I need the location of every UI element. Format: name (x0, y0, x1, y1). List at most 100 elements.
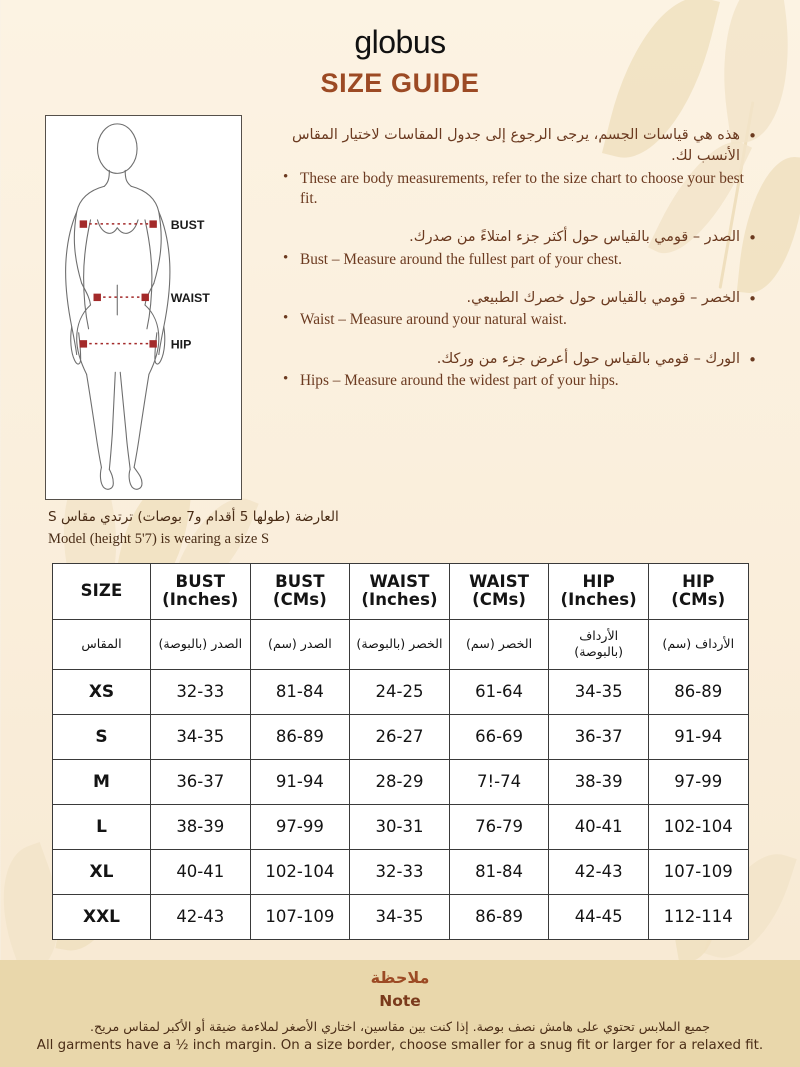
page-title: SIZE GUIDE (320, 68, 480, 98)
cell-size: S (52, 713, 151, 760)
cell-hip-cms: 102-104 (647, 803, 749, 850)
cell-waist-cms: 7!-74 (448, 758, 550, 805)
cell-hip-cms: 91-94 (647, 713, 749, 760)
instruction-arabic: هذه هي قياسات الجسم، يرجى الرجوع إلى جدو… (280, 125, 760, 168)
column-header-size-ar: المقاس (52, 619, 151, 670)
cell-size: XL (52, 848, 151, 895)
cell-waist-inches: 32-33 (349, 848, 450, 895)
intro-section: BUST WAIST HIP هذه هي قياسات الجسم، يرجى… (0, 97, 800, 500)
instruction-arabic: الورك – قومي بالقياس حول أعرض جزء من ورك… (280, 349, 760, 372)
cell-size: XXL (52, 893, 151, 940)
table-header-row-arabic: المقاس الصدر (بالبوصة) الصدر (سم) الخصر … (52, 619, 749, 670)
header-line-2: (CMs) (472, 590, 527, 610)
table-row: S 34-35 86-89 26-27 66-69 36-37 91-94 (52, 713, 749, 760)
column-header-bust-cms-ar: الصدر (سم) (249, 619, 351, 670)
table-row: XS 32-33 81-84 24-25 61-64 34-35 86-89 (52, 668, 749, 715)
hip-measure-line (79, 340, 157, 348)
table-header-row-english: SIZE BUST (Inches) BUST (CMs) WAIST (Inc… (52, 563, 749, 621)
bust-measure-line (79, 220, 157, 228)
cell-hip-inches: 44-45 (548, 893, 649, 940)
female-body-outline-icon: BUST WAIST HIP (65, 123, 210, 490)
header-line-2: (Inches) (162, 590, 239, 610)
cell-bust-inches: 38-39 (150, 803, 251, 850)
brand-logo: globus (354, 24, 446, 60)
cell-waist-inches: 30-31 (349, 803, 450, 850)
header-line-1: WAIST (469, 572, 530, 592)
instruction-english: These are body measurements, refer to th… (280, 168, 760, 210)
table-row: XL 40-41 102-104 32-33 81-84 42-43 107-1… (52, 848, 749, 895)
column-header-waist-cms-ar: الخصر (سم) (448, 619, 550, 670)
header-line-2: (Inches) (361, 590, 438, 610)
note-section: ملاحظة Note جميع الملابس تحتوي على هامش … (0, 960, 800, 1067)
figure-label-bust: BUST (171, 218, 205, 232)
instruction-english: Waist – Measure around your natural wais… (280, 309, 760, 330)
cell-size: L (52, 803, 151, 850)
column-header-waist-inches: WAIST (Inches) (349, 563, 450, 621)
size-table-container: SIZE BUST (Inches) BUST (CMs) WAIST (Inc… (0, 549, 800, 940)
cell-bust-cms: 81-84 (249, 668, 351, 715)
measurement-instructions-list: هذه هي قياسات الجسم، يرجى الرجوع إلى جدو… (280, 115, 760, 392)
cell-size: XS (52, 668, 151, 715)
cell-size: M (52, 758, 151, 805)
table-row: M 36-37 91-94 28-29 7!-74 38-39 97-99 (52, 758, 749, 805)
cell-hip-cms: 97-99 (647, 758, 749, 805)
cell-bust-inches: 34-35 (150, 713, 251, 760)
note-title-arabic: ملاحظة (370, 968, 430, 987)
instruction-english: Hips – Measure around the widest part of… (280, 370, 760, 391)
note-title-english: Note (379, 991, 421, 1010)
instruction-group: الورك – قومي بالقياس حول أعرض جزء من ورك… (280, 349, 760, 392)
cell-bust-cms: 86-89 (249, 713, 351, 760)
waist-measure-line (93, 293, 149, 302)
cell-hip-cms: 86-89 (647, 668, 749, 715)
header-line-2: (CMs) (272, 590, 327, 610)
cell-bust-cms: 97-99 (249, 803, 351, 850)
instruction-group: الخصر – قومي بالقياس حول خصرك الطبيعي. W… (280, 288, 760, 331)
cell-bust-inches: 36-37 (150, 758, 251, 805)
header-line-1: BUST (275, 572, 325, 592)
column-header-hip-cms: HIP (CMs) (647, 563, 749, 621)
column-header-hip-cms-ar: الأرداف (سم) (647, 619, 749, 670)
table-row: XXL 42-43 107-109 34-35 86-89 44-45 112-… (52, 893, 749, 940)
column-header-waist-inches-ar: الخصر (بالبوصة) (349, 619, 450, 670)
cell-waist-cms: 86-89 (448, 893, 550, 940)
column-header-bust-inches: BUST (Inches) (150, 563, 251, 621)
instruction-arabic: الصدر – قومي بالقياس حول أكثر جزء امتلاء… (280, 227, 760, 250)
cell-waist-cms: 76-79 (448, 803, 550, 850)
column-header-bust-cms: BUST (CMs) (249, 563, 351, 621)
column-header-bust-inches-ar: الصدر (بالبوصة) (150, 619, 251, 670)
cell-bust-cms: 91-94 (249, 758, 351, 805)
cell-bust-cms: 102-104 (249, 848, 351, 895)
instruction-group: الصدر – قومي بالقياس حول أكثر جزء امتلاء… (280, 227, 760, 270)
cell-hip-cms: 112-114 (647, 893, 749, 940)
column-header-hip-inches: HIP (Inches) (548, 563, 649, 621)
cell-hip-inches: 36-37 (548, 713, 649, 760)
instruction-arabic: الخصر – قومي بالقياس حول خصرك الطبيعي. (280, 288, 760, 311)
cell-waist-cms: 81-84 (448, 848, 550, 895)
cell-bust-inches: 40-41 (150, 848, 251, 895)
model-caption: العارضة (طولها 5 أقدام و7 بوصات) ترتدي م… (0, 500, 800, 549)
model-caption-english: Model (height 5'7) is wearing a size S (48, 530, 270, 547)
cell-waist-cms: 61-64 (448, 668, 550, 715)
header-line-2: (CMs) (671, 590, 726, 610)
table-row: L 38-39 97-99 30-31 76-79 40-41 102-104 (52, 803, 749, 850)
cell-hip-inches: 34-35 (548, 668, 649, 715)
note-body-english: All garments have a ½ inch margin. On a … (36, 1037, 764, 1053)
cell-waist-inches: 26-27 (349, 713, 450, 760)
header-line-1: HIP (682, 572, 715, 592)
header-line-1: SIZE (80, 581, 123, 601)
cell-bust-inches: 32-33 (150, 668, 251, 715)
cell-bust-cms: 107-109 (249, 893, 351, 940)
cell-waist-inches: 24-25 (349, 668, 450, 715)
cell-hip-inches: 42-43 (548, 848, 649, 895)
cell-waist-inches: 28-29 (349, 758, 450, 805)
note-body-arabic: جميع الملابس تحتوي على هامش نصف بوصة. إذ… (89, 1018, 711, 1034)
header-line-1: HIP (582, 572, 615, 592)
cell-hip-inches: 38-39 (548, 758, 649, 805)
column-header-waist-cms: WAIST (CMs) (448, 563, 550, 621)
page-header: globus SIZE GUIDE (0, 0, 800, 97)
column-header-hip-inches-ar: الأرداف (بالبوصة) (548, 619, 649, 670)
cell-waist-cms: 66-69 (448, 713, 550, 760)
header-line-2: (Inches) (560, 590, 637, 610)
header-line-1: WAIST (369, 572, 430, 592)
